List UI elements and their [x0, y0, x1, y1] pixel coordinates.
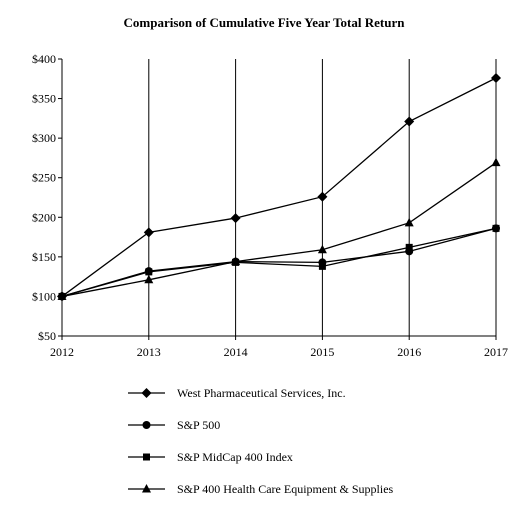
data-point-diamond-marker — [491, 72, 501, 83]
data-point-triangle-marker — [57, 291, 67, 300]
data-point-triangle-marker — [491, 157, 501, 167]
x-tick-label: 2012 — [50, 345, 74, 359]
legend-label: S&P 400 Health Care Equipment & Supplies — [177, 482, 394, 496]
data-point-diamond-marker — [317, 191, 328, 202]
data-point-square-marker — [143, 453, 150, 461]
legend-label: West Pharmaceutical Services, Inc. — [177, 386, 346, 400]
series-line-2 — [61, 227, 497, 298]
data-point-triangle-marker — [142, 484, 151, 493]
y-tick-label: $100 — [32, 289, 56, 303]
y-tick-label: $150 — [32, 250, 56, 264]
y-tick-label: $350 — [32, 92, 56, 106]
series-line-4 — [61, 162, 497, 298]
y-tick-label: $400 — [32, 52, 56, 66]
data-point-square-marker — [318, 262, 326, 270]
chart-title: Comparison of Cumulative Five Year Total… — [124, 15, 406, 30]
data-point-circle-marker — [142, 421, 151, 429]
series-line-3 — [61, 227, 497, 298]
x-tick-label: 2017 — [484, 345, 508, 359]
y-tick-label: $300 — [32, 131, 56, 145]
x-tick-label: 2013 — [137, 345, 161, 359]
legend-label: S&P 500 — [177, 418, 220, 432]
data-point-triangle-marker — [317, 244, 327, 254]
data-point-diamond-marker — [141, 388, 152, 398]
data-point-triangle-marker — [231, 256, 241, 266]
data-point-diamond-marker — [230, 213, 241, 224]
legend-label: S&P MidCap 400 Index — [177, 450, 293, 464]
series-line-1 — [61, 77, 497, 297]
data-point-diamond-marker — [404, 116, 415, 127]
y-tick-label: $250 — [32, 171, 56, 185]
data-point-square-marker — [145, 268, 153, 276]
x-tick-label: 2014 — [224, 345, 248, 359]
data-point-triangle-marker — [404, 217, 414, 227]
y-tick-label: $200 — [32, 210, 56, 224]
data-point-triangle-marker — [144, 274, 154, 284]
data-point-square-marker — [405, 243, 413, 251]
data-point-square-marker — [492, 224, 500, 232]
x-tick-label: 2016 — [397, 345, 421, 359]
y-tick-label: $50 — [38, 329, 56, 343]
data-point-diamond-marker — [143, 227, 154, 238]
x-tick-label: 2015 — [310, 345, 334, 359]
